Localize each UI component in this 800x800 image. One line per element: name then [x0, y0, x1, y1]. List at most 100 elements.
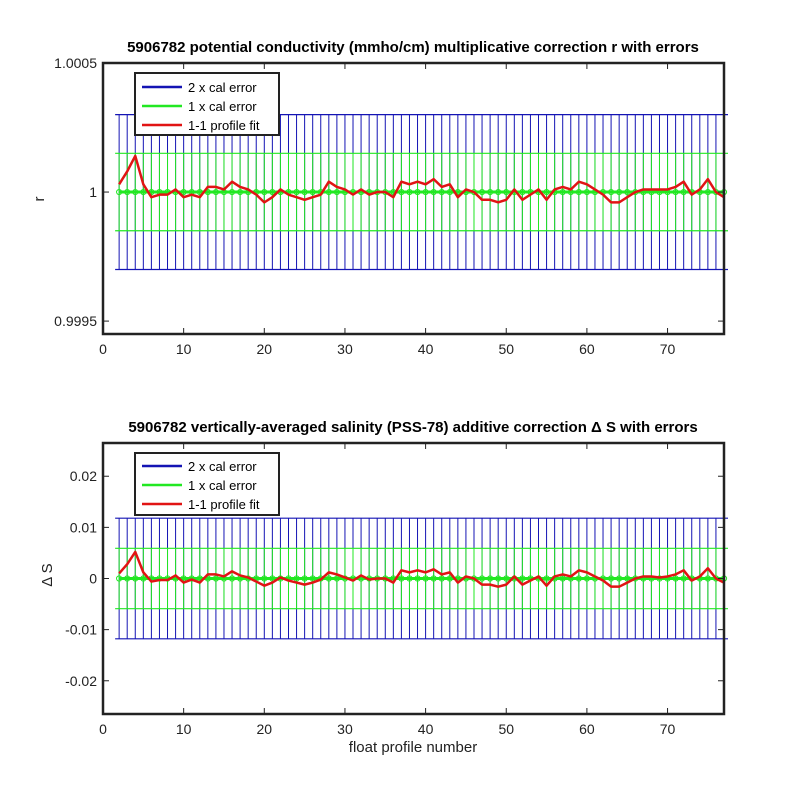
bottom-center-marker	[543, 575, 550, 582]
bottom-x-tick-label: 0	[99, 721, 107, 737]
top-center-marker	[616, 188, 623, 196]
bottom-center-marker	[583, 575, 590, 582]
bottom-center-marker	[487, 575, 494, 582]
top-center-marker	[503, 188, 510, 196]
top-center-marker	[624, 188, 631, 196]
top-center-marker	[414, 188, 421, 196]
top-center-marker	[293, 188, 300, 196]
bottom-fit-line	[118, 550, 725, 588]
top-legend-label-1x: 1 x cal error	[188, 99, 257, 114]
bottom-center-marker	[325, 575, 332, 582]
top-center-marker	[180, 188, 187, 196]
bottom-center-marker	[422, 575, 429, 582]
bottom-center-marker	[624, 575, 631, 582]
bottom-center-marker	[398, 575, 405, 582]
top-center-marker	[228, 188, 236, 196]
top-x-tick-label: 30	[337, 341, 353, 357]
top-plot-area	[115, 114, 728, 271]
bottom-y-axis-label: Δ S	[39, 563, 56, 586]
top-center-marker	[301, 188, 308, 196]
top-center-marker	[704, 188, 711, 196]
top-center-marker	[140, 188, 147, 196]
bottom-center-marker	[438, 575, 445, 582]
top-center-marker	[212, 188, 220, 196]
top-center-marker	[446, 188, 453, 196]
bottom-x-tick-label: 10	[176, 721, 192, 737]
top-center-marker	[495, 188, 502, 196]
bottom-legend-label-2x: 2 x cal error	[188, 459, 257, 474]
bottom-center-marker	[333, 575, 340, 582]
bottom-center-marker	[672, 575, 679, 582]
top-x-tick-label: 10	[176, 341, 192, 357]
bottom-center-marker	[704, 575, 711, 582]
bottom-center-marker	[132, 575, 139, 582]
bottom-y-tick-label: 0.02	[70, 468, 97, 484]
top-center-marker	[333, 188, 340, 196]
bottom-y-tick-label: -0.01	[65, 622, 97, 638]
top-legend: 2 x cal error 1 x cal error 1-1 profile …	[134, 72, 280, 136]
top-center-marker	[261, 188, 268, 196]
bottom-center-marker	[269, 575, 276, 582]
top-center-marker	[583, 188, 590, 196]
top-center-marker	[438, 188, 445, 196]
bottom-legend: 2 x cal error 1 x cal error 1-1 profile …	[134, 452, 280, 516]
bottom-center-marker	[116, 575, 123, 582]
top-center-marker	[607, 188, 615, 196]
bottom-tick-labels: 0 10 20 30 40 50 60 70 -0.02 -0.01 0 0.01 0.02	[65, 443, 724, 737]
bottom-y-tick-label: 0.01	[70, 519, 97, 535]
bottom-center-marker	[519, 575, 526, 582]
top-center-marker	[269, 188, 276, 196]
bottom-center-marker	[301, 575, 308, 582]
bottom-legend-label-1x: 1 x cal error	[188, 478, 257, 493]
top-center-marker	[398, 188, 405, 196]
top-fit-line	[118, 154, 725, 204]
bottom-x-tick-label: 70	[660, 721, 676, 737]
bottom-y-tick-label: -0.02	[65, 673, 97, 689]
top-center-marker	[478, 188, 486, 196]
top-center-marker	[487, 188, 494, 196]
bottom-center-marker	[414, 575, 421, 582]
top-center-marker	[543, 188, 550, 196]
top-center-marker	[237, 188, 244, 196]
bottom-x-axis-label: float profile number	[349, 739, 477, 756]
bottom-center-marker	[406, 575, 413, 582]
bottom-center-marker	[188, 575, 195, 582]
top-center-marker	[132, 188, 139, 196]
top-y-tick-label: 1.0005	[54, 55, 97, 71]
bottom-center-marker	[309, 575, 316, 582]
top-center-marker	[309, 188, 316, 196]
bottom-center-marker	[228, 575, 236, 582]
top-center-marker	[680, 188, 687, 196]
bottom-center-marker	[124, 575, 131, 582]
bottom-center-marker	[261, 575, 268, 582]
bottom-x-tick-label: 60	[579, 721, 595, 737]
bottom-x-tick-label: 20	[257, 721, 273, 737]
bottom-center-marker	[656, 575, 663, 582]
bottom-center-marker	[446, 575, 453, 582]
bottom-center-marker	[616, 575, 623, 582]
top-legend-label-2x: 2 x cal error	[188, 80, 257, 95]
top-center-marker	[430, 188, 437, 196]
top-x-tick-label: 40	[418, 341, 434, 357]
bottom-legend-label-fit: 1-1 profile fit	[188, 497, 260, 512]
bottom-center-marker	[575, 575, 582, 582]
top-tick-labels: 0 10 20 30 40 50 60 70 0.9995 1 1.0005	[54, 55, 724, 357]
bottom-center-marker	[430, 575, 437, 582]
top-center-marker	[559, 188, 566, 196]
bottom-x-tick-label: 50	[498, 721, 514, 737]
bottom-center-marker	[503, 575, 510, 582]
bottom-x-tick-label: 40	[418, 721, 434, 737]
panel-conductivity: 5906782 potential conductivity (mmho/cm)…	[31, 39, 728, 357]
top-center-marker	[325, 188, 332, 196]
top-legend-label-fit: 1-1 profile fit	[188, 118, 260, 133]
top-x-tick-label: 70	[660, 341, 676, 357]
bottom-center-marker	[140, 575, 147, 582]
top-center-marker	[575, 188, 582, 196]
bottom-chart-title: 5906782 vertically-averaged salinity (PS…	[128, 419, 697, 436]
top-axes-box	[101, 61, 726, 336]
bottom-plot-area	[115, 517, 728, 640]
bottom-center-marker	[559, 575, 566, 582]
top-y-tick-label: 1	[89, 184, 97, 200]
bottom-center-marker	[293, 575, 300, 582]
